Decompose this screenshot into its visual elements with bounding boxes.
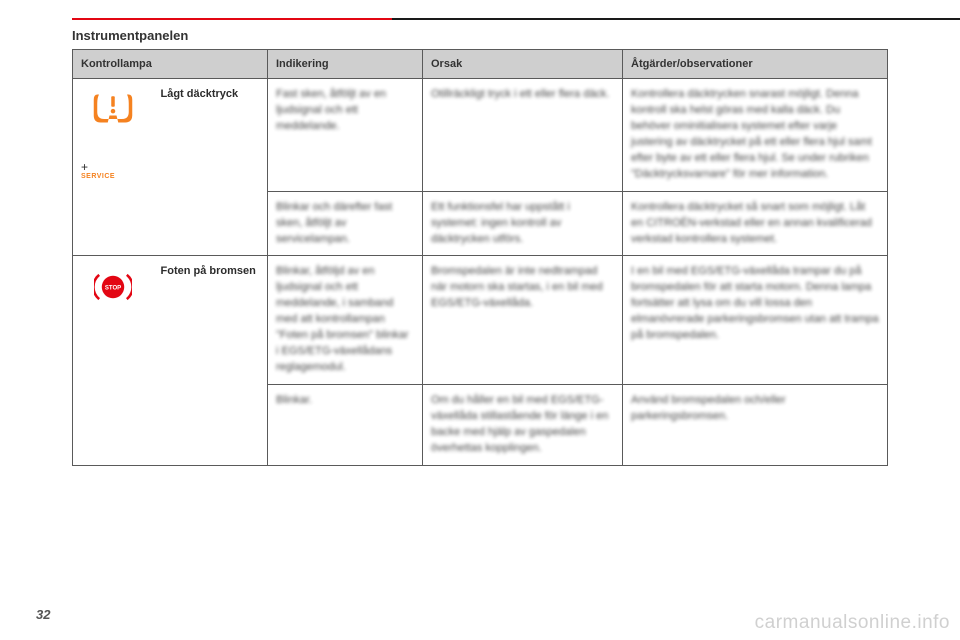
section-title: Instrumentpanelen [72,28,888,43]
icon-cell-tpms: + SERVICE [73,79,153,256]
footer-watermark: carmanualsonline.info [755,612,950,634]
plus-icon: + [81,161,145,173]
text-indikering: Blinkar. [276,393,414,409]
col-orsak: Orsak [423,50,623,79]
text-atgarder: Kontrollera däcktrycket så snart som möj… [631,200,879,248]
text-orsak: Ett funktionsfel har uppstått i systemet… [431,200,614,248]
table-row: + SERVICE Lågt däcktryck Fast sken, åtfö… [73,79,888,192]
header-rule-black [392,18,960,20]
cell-orsak: Otillräckligt tryck i ett eller flera dä… [423,79,623,192]
service-label: SERVICE [81,173,145,180]
cell-indikering: Blinkar. [268,385,423,466]
text-orsak: Otillräckligt tryck i ett eller flera dä… [431,87,614,103]
cell-indikering: Blinkar och därefter fast sken, åtföljt … [268,191,423,256]
header-rule-red [72,18,392,20]
cell-atgarder: I en bil med EGS/ETG-växellåda trampar d… [623,256,888,385]
col-indikering: Indikering [268,50,423,79]
text-atgarder: I en bil med EGS/ETG-växellåda trampar d… [631,264,879,344]
name-cell: Lågt däcktryck [153,79,268,256]
manual-page: Instrumentpanelen Kontrollampa Indikerin… [0,0,960,640]
col-atgarder: Åtgärder/observationer [623,50,888,79]
col-kontrollampa: Kontrollampa [73,50,268,79]
warning-lamp-table: Kontrollampa Indikering Orsak Åtgärder/o… [72,49,888,466]
text-atgarder: Använd bromspedalen och/eller parkerings… [631,393,879,425]
icon-cell-brake: STOP [73,256,153,465]
text-atgarder: Kontrollera däcktrycken snarast möjligt.… [631,87,879,183]
cell-atgarder: Använd bromspedalen och/eller parkerings… [623,385,888,466]
table-header-row: Kontrollampa Indikering Orsak Åtgärder/o… [73,50,888,79]
name-cell: Foten på bromsen [153,256,268,465]
svg-text:STOP: STOP [105,286,121,292]
text-orsak: Bromspedalen är inte nedtrampad när moto… [431,264,614,312]
cell-orsak: Ett funktionsfel har uppstått i systemet… [423,191,623,256]
text-indikering: Fast sken, åtföljt av en ljudsignal och … [276,87,414,135]
text-indikering: Blinkar och därefter fast sken, åtföljt … [276,200,414,248]
row-name: Lågt däcktryck [161,88,239,100]
tpms-icon [92,91,134,125]
cell-indikering: Blinkar, åtföljd av en ljudsignal och et… [268,256,423,385]
cell-orsak: Om du håller en bil med EGS/ETG-växellåd… [423,385,623,466]
header-rule [72,18,960,20]
brake-icon: STOP [94,268,132,306]
row-name: Foten på bromsen [161,265,256,277]
cell-atgarder: Kontrollera däcktrycken snarast möjligt.… [623,79,888,192]
cell-indikering: Fast sken, åtföljt av en ljudsignal och … [268,79,423,192]
cell-atgarder: Kontrollera däcktrycket så snart som möj… [623,191,888,256]
text-indikering: Blinkar, åtföljd av en ljudsignal och et… [276,264,414,376]
table-row: STOP Foten på bromsen Blinkar, åtföljd a… [73,256,888,385]
text-orsak: Om du håller en bil med EGS/ETG-växellåd… [431,393,614,457]
page-number: 32 [36,607,50,622]
cell-orsak: Bromspedalen är inte nedtrampad när moto… [423,256,623,385]
